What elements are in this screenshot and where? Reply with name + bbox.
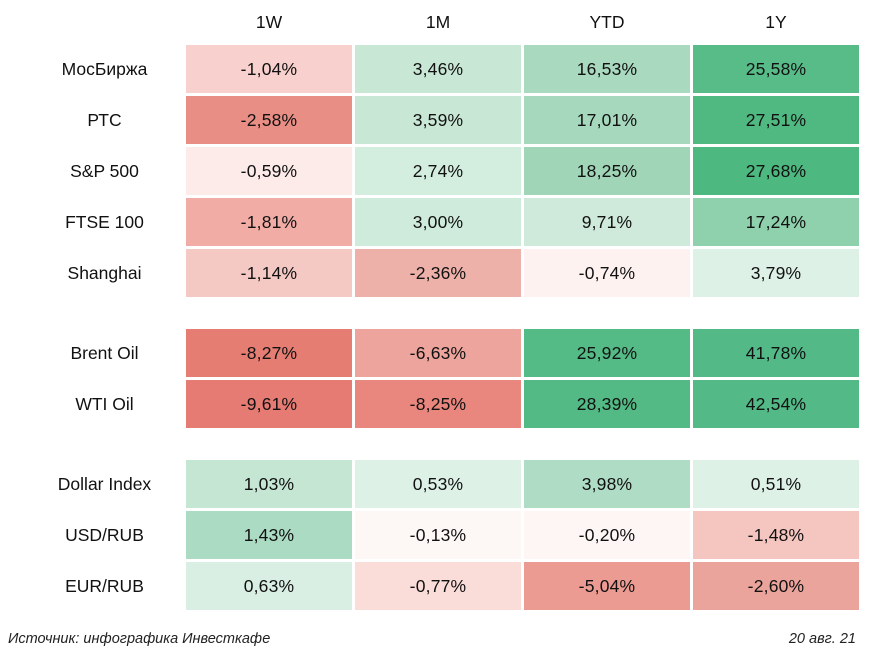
column-header-1m: 1M	[425, 12, 451, 32]
source-caption: Источник: инфографика Инвесткафе	[8, 631, 271, 647]
table-row: WTI Oil -9,61% -8,25% 28,39% 42,54%	[0, 380, 859, 428]
heatmap-cell: 0,51%	[693, 460, 859, 508]
column-header-ytd: YTD	[589, 12, 625, 32]
heatmap-cell: 42,54%	[693, 380, 859, 428]
heatmap-cell: -2,58%	[186, 96, 352, 144]
heatmap-cell: -0,74%	[524, 249, 690, 297]
heatmap-cell: 3,59%	[355, 96, 521, 144]
column-header-1y: 1Y	[765, 12, 787, 32]
row-label: Dollar Index	[57, 473, 152, 494]
row-label: Brent Oil	[70, 342, 139, 363]
heatmap-cell: 0,53%	[355, 460, 521, 508]
heatmap-cell: -9,61%	[186, 380, 352, 428]
table-row: S&P 500 -0,59% 2,74% 18,25% 27,68%	[0, 147, 859, 195]
table-row: МосБиржа -1,04% 3,46% 16,53% 25,58%	[0, 45, 859, 93]
table-row: FTSE 100 -1,81% 3,00% 9,71% 17,24%	[0, 198, 859, 246]
row-label: РТС	[87, 109, 122, 130]
heatmap-cell: 9,71%	[524, 198, 690, 246]
heatmap-cell: 17,01%	[524, 96, 690, 144]
heatmap-cell: 2,74%	[355, 147, 521, 195]
row-label: EUR/RUB	[65, 575, 144, 596]
heatmap-cell: -1,04%	[186, 45, 352, 93]
heatmap-cell: 3,79%	[693, 249, 859, 297]
table-row: РТС -2,58% 3,59% 17,01% 27,51%	[0, 96, 859, 144]
heatmap-cell: 1,43%	[186, 511, 352, 559]
table-row: Dollar Index 1,03% 0,53% 3,98% 0,51%	[0, 460, 859, 508]
row-label: FTSE 100	[65, 211, 144, 232]
column-header-1w: 1W	[255, 12, 283, 32]
heatmap-cell: 3,00%	[355, 198, 521, 246]
heatmap-cell: 18,25%	[524, 147, 690, 195]
heatmap-cell: -1,14%	[186, 249, 352, 297]
heatmap-cell: -0,59%	[186, 147, 352, 195]
heatmap-cell: -0,13%	[355, 511, 521, 559]
date-label: 20 авг. 21	[788, 631, 856, 647]
heatmap-cell: 25,92%	[524, 329, 690, 377]
header-spacer	[0, 0, 183, 45]
header-row: 1W 1M YTD 1Y	[0, 0, 859, 45]
heatmap-cell: -2,36%	[355, 249, 521, 297]
heatmap-cell: -8,27%	[186, 329, 352, 377]
heatmap-cell: -2,60%	[693, 562, 859, 610]
table-row: Shanghai -1,14% -2,36% -0,74% 3,79%	[0, 249, 859, 297]
heatmap-cell: -0,77%	[355, 562, 521, 610]
heatmap-cell: 16,53%	[524, 45, 690, 93]
table-row: Brent Oil -8,27% -6,63% 25,92% 41,78%	[0, 329, 859, 377]
heatmap-cell: 27,51%	[693, 96, 859, 144]
heatmap-cell: 27,68%	[693, 147, 859, 195]
table-row: USD/RUB 1,43% -0,13% -0,20% -1,48%	[0, 511, 859, 559]
row-label: МосБиржа	[61, 58, 148, 79]
heatmap-cell: 3,46%	[355, 45, 521, 93]
heatmap-cell: 0,63%	[186, 562, 352, 610]
row-label: S&P 500	[70, 160, 139, 181]
heatmap-cell: -1,48%	[693, 511, 859, 559]
heatmap-cell: -6,63%	[355, 329, 521, 377]
row-label: WTI Oil	[75, 393, 134, 414]
row-label: Shanghai	[67, 262, 142, 283]
group-gap	[0, 431, 859, 460]
heatmap-grid: 1W 1M YTD 1Y МосБиржа -1,04% 3,46% 16,53% 25,58%…	[0, 0, 859, 610]
heatmap-cell: -8,25%	[355, 380, 521, 428]
heatmap-cell: 17,24%	[693, 198, 859, 246]
heatmap-cell: -5,04%	[524, 562, 690, 610]
group-gap	[0, 300, 859, 329]
heatmap-cell: -1,81%	[186, 198, 352, 246]
heatmap-cell: -0,20%	[524, 511, 690, 559]
heatmap-cell: 41,78%	[693, 329, 859, 377]
heatmap-cell: 1,03%	[186, 460, 352, 508]
row-label: USD/RUB	[65, 524, 144, 545]
heatmap-cell: 3,98%	[524, 460, 690, 508]
footer: Источник: инфографика Инвесткафе 20 авг.…	[0, 631, 874, 647]
heatmap-cell: 25,58%	[693, 45, 859, 93]
table-row: EUR/RUB 0,63% -0,77% -5,04% -2,60%	[0, 562, 859, 610]
heatmap-cell: 28,39%	[524, 380, 690, 428]
